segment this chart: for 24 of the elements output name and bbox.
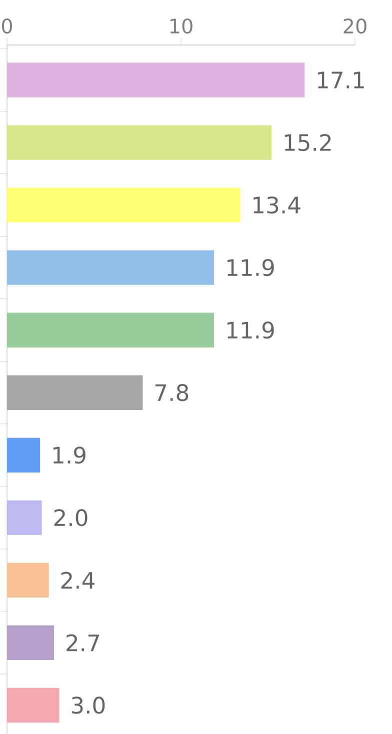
data-label: 3.0	[72, 696, 105, 714]
bar	[7, 188, 240, 222]
data-label: 15.2	[284, 134, 331, 152]
bar	[7, 62, 305, 98]
bar	[7, 125, 272, 160]
data-label: 2.4	[61, 572, 94, 589]
x-tick-label: 10	[170, 18, 192, 34]
bar	[7, 625, 54, 660]
bar	[7, 438, 40, 472]
data-label: 7.8	[156, 384, 188, 402]
data-label: 17.1	[318, 72, 364, 88]
data-label: 11.9	[227, 322, 274, 339]
data-label: 13.4	[254, 196, 300, 214]
bar	[7, 688, 60, 723]
data-label: 1.9	[53, 446, 86, 464]
x-tick-label: 20	[344, 18, 366, 34]
bar	[7, 250, 214, 285]
x-tick-label: 0	[2, 18, 12, 34]
data-label: 2.7	[66, 634, 100, 652]
bar	[7, 562, 49, 598]
bar	[7, 500, 42, 536]
bar	[7, 312, 214, 348]
data-label: 11.9	[227, 259, 274, 276]
data-label: 2.0	[54, 509, 88, 526]
